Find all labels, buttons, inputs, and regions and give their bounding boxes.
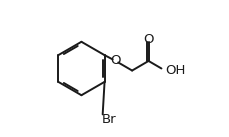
Text: Br: Br	[101, 113, 116, 126]
Text: O: O	[143, 33, 153, 46]
Text: OH: OH	[164, 64, 185, 77]
Text: O: O	[110, 55, 120, 67]
